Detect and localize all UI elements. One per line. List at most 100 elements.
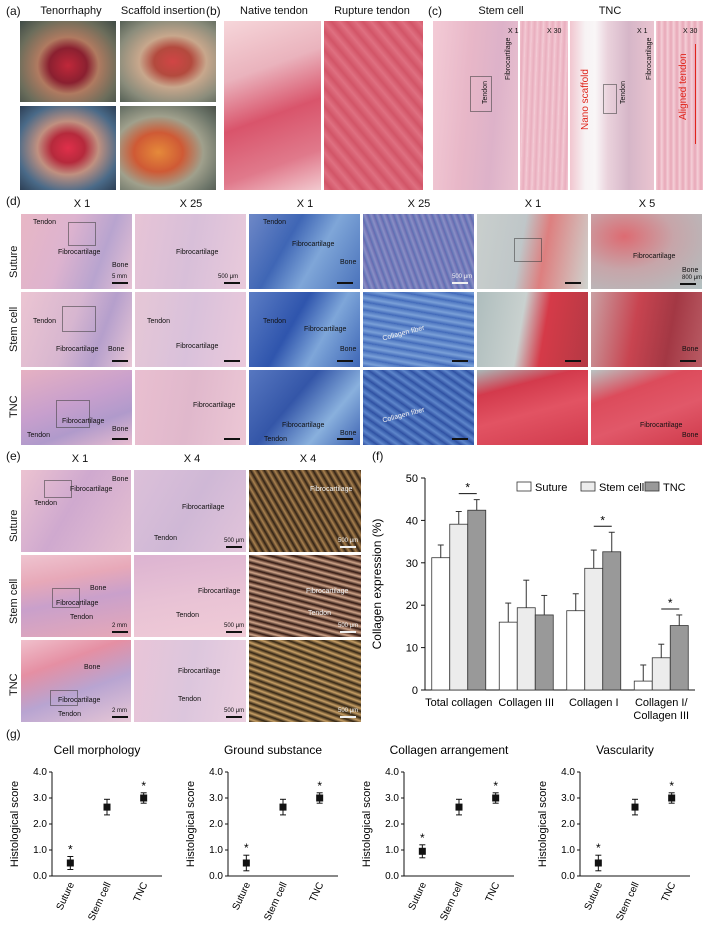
zoom-region-box (56, 400, 90, 428)
x-tick-label: Stem cell (614, 881, 641, 923)
y-tick-label: 1.0 (209, 845, 223, 856)
zoom-region-box (68, 222, 96, 246)
bar (467, 509, 487, 691)
data-point (492, 794, 500, 802)
histology-tnc-x1 (570, 21, 654, 190)
label-tendon: Tendon (308, 610, 331, 617)
label-bone: Bone (340, 430, 357, 437)
row-label-stem-cell: Stem cell (8, 306, 20, 352)
label-fibrocartilage: Fibrocartilage (56, 346, 99, 353)
scale-bar-label: 500 μm (224, 538, 245, 544)
histology-sr-stem-x5 (591, 292, 702, 367)
scale-bar (224, 282, 240, 284)
scale-bar (452, 360, 468, 362)
significance-star: * (420, 831, 425, 845)
scale-bar-label: 2 mm (112, 623, 127, 629)
y-tick-label: 3.0 (561, 793, 575, 804)
y-tick-label: 50 (406, 473, 418, 485)
label-fibrocartilage: Fibrocartilage (306, 588, 349, 595)
data-point (66, 859, 74, 867)
histology-native-tendon (224, 21, 321, 190)
histology-pol-suture-x4 (249, 470, 361, 552)
row-label-stem-cell: Stem cell (8, 578, 20, 624)
panel-b-title-rupture: Rupture tendon (334, 5, 410, 17)
data-point (455, 803, 463, 811)
scale-bar (340, 546, 356, 548)
histology-sr-tnc-x5 (591, 370, 702, 445)
score-chart-collagen-arrangement: Collagen arrangement 0.0 1.0 2.0 3.0 4.0 Histo… (361, 743, 514, 923)
bar (669, 625, 689, 691)
x-tick-label: Suture (583, 880, 606, 912)
x-tick-label: TNC (132, 881, 151, 904)
col-title: X 4 (183, 453, 201, 465)
bar (584, 567, 604, 691)
label-bone: Bone (112, 476, 129, 483)
label-tendon: Tendon (70, 614, 93, 621)
scale-bar-label: 500 μm (338, 708, 359, 714)
x-tick-label: Collagen I (569, 697, 619, 709)
mag-label: X 1 (637, 28, 648, 35)
y-tick-label: 4.0 (33, 767, 47, 778)
zoom-region-box (52, 588, 80, 608)
label-bone: Bone (340, 346, 357, 353)
label-bone: Bone (340, 259, 357, 266)
histology-he-suture-x25 (135, 214, 246, 289)
scale-bar (452, 282, 468, 284)
zoom-region-box (514, 238, 542, 262)
label-fibrocartilage: Fibrocartilage (62, 418, 105, 425)
panel-label-b: (b) (206, 4, 221, 18)
significance-star: * (493, 779, 498, 793)
label-fibrocartilage: Fibrocartilage (282, 422, 325, 429)
score-chart-ground-substance: Ground substance 0.0 1.0 2.0 3.0 4.0 Histologi… (185, 743, 338, 923)
label-bone: Bone (682, 267, 699, 274)
chart-title: Ground substance (224, 743, 322, 757)
label-fibrocartilage: Fibrocartilage (640, 422, 683, 429)
scale-bar (112, 716, 128, 718)
col-title: X 25 (407, 198, 431, 210)
row-label-suture: Suture (8, 509, 20, 542)
legend-label: Suture (535, 482, 567, 494)
significance-star: * (68, 843, 73, 857)
label-fibrocartilage: Fibrocartilage (178, 668, 221, 675)
scale-bar (224, 360, 240, 362)
data-point (316, 794, 324, 802)
y-tick-label: 2.0 (209, 819, 223, 830)
y-tick-label: 4.0 (385, 767, 399, 778)
bar (431, 557, 451, 691)
x-tick-label: Collagen III (498, 697, 554, 709)
significance-star: * (668, 596, 673, 610)
scale-bar (337, 282, 353, 284)
histology-sr-tnc-x1 (477, 370, 588, 445)
y-axis-title: Histological score (537, 781, 549, 867)
significance-star: * (317, 779, 322, 793)
y-tick-label: 1.0 (561, 845, 575, 856)
panel-label-a: (a) (6, 4, 21, 18)
bar (651, 657, 671, 691)
panel-label-c: (c) (428, 4, 442, 18)
label-bone: Bone (682, 346, 699, 353)
label-fibrocartilage: Fibrocartilage (176, 249, 219, 256)
histology-he-stem-x25 (135, 292, 246, 367)
label-fibrocartilage: Fibrocartilage (176, 343, 219, 350)
scale-bar (226, 631, 242, 633)
histology-mt-suture-x1 (249, 214, 360, 289)
bar (516, 607, 536, 691)
label-tendon: Tendon (27, 432, 50, 439)
y-axis-title: Histological score (9, 781, 21, 867)
label-fibrocartilage: Fibrocartilage (646, 37, 653, 80)
score-chart-vascularity: Vascularity 0.0 1.0 2.0 3.0 4.0 Histological s… (537, 743, 690, 923)
scale-bar (112, 631, 128, 633)
label-bone: Bone (682, 432, 699, 439)
histology-he-suture-x1 (21, 214, 132, 289)
bar (566, 610, 586, 691)
histology-stem-cell-x30 (520, 21, 568, 190)
panel-label-d: (d) (6, 194, 21, 208)
y-tick-label: 3.0 (33, 793, 47, 804)
significance-star: * (465, 481, 470, 495)
histology-he-stem-x1 (21, 292, 132, 367)
label-fibrocartilage: Fibrocartilage (182, 504, 225, 511)
label-aligned-tendon: Aligned tendon (678, 53, 689, 120)
label-tendon: Tendon (58, 711, 81, 718)
significance-star: * (600, 513, 605, 527)
label-tendon: Tendon (264, 436, 287, 443)
